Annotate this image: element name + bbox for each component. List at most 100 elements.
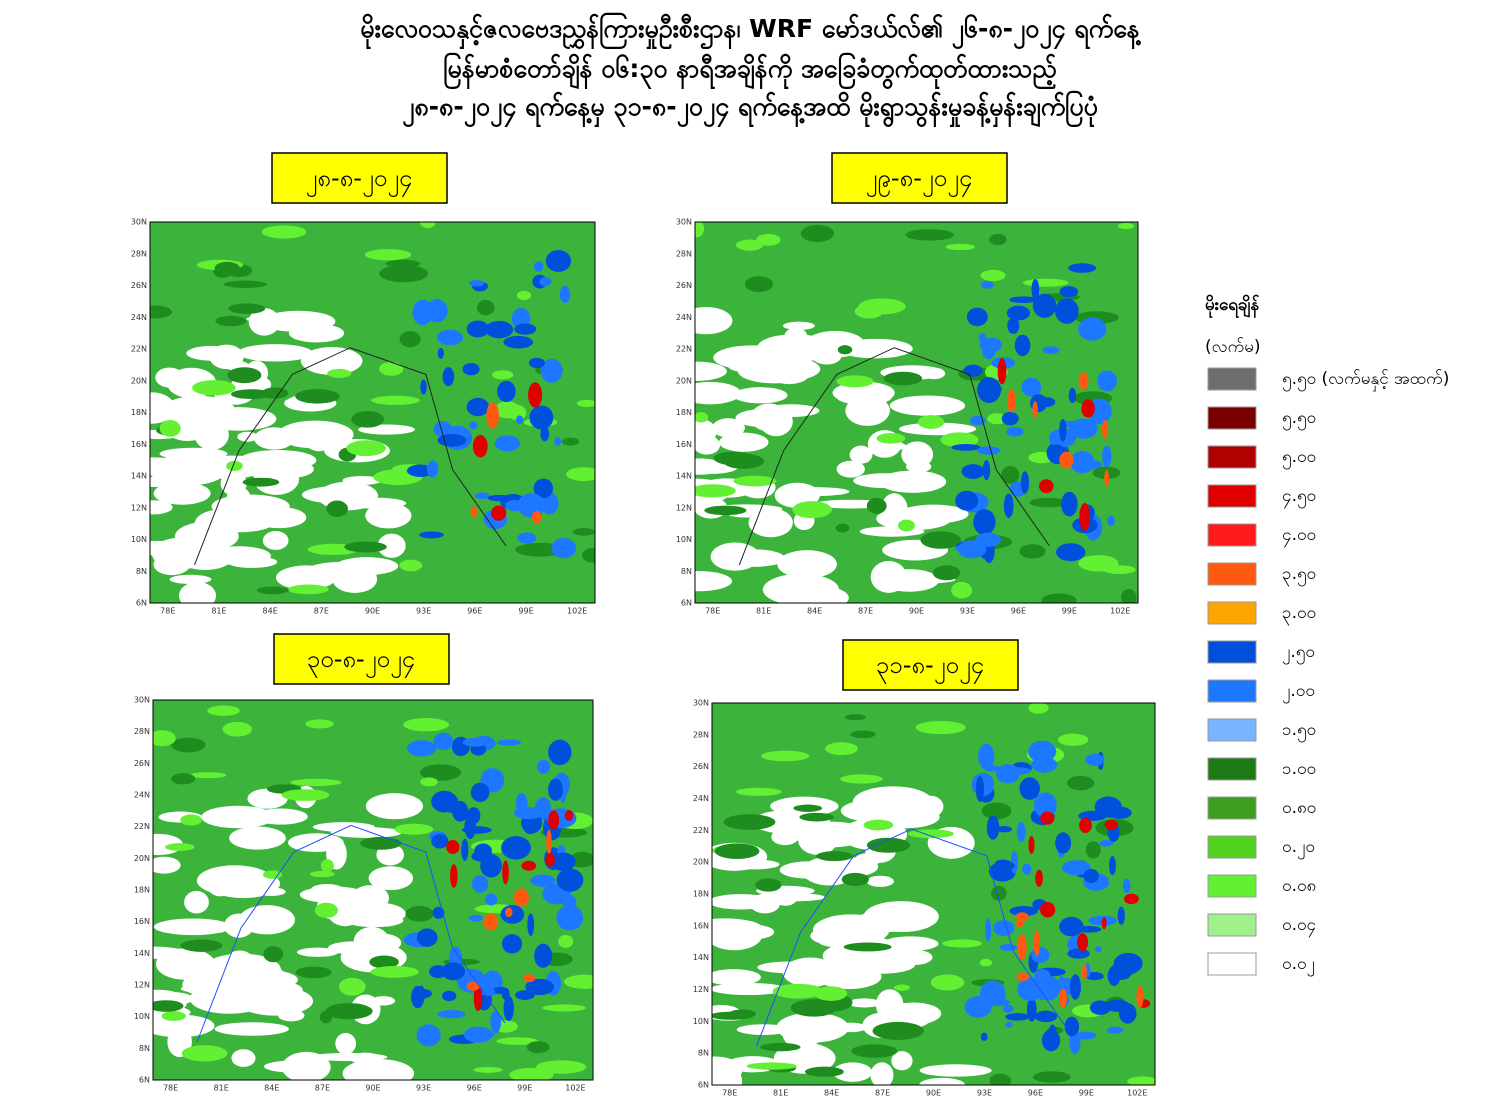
light-rain (371, 395, 420, 405)
light-rain (214, 261, 240, 275)
heavy-rain (980, 281, 994, 289)
heavy-rain (951, 443, 981, 451)
very-heavy-rain (1028, 835, 1035, 855)
heavy-rain (431, 790, 458, 813)
lat-label: 30N (676, 218, 692, 227)
heavy-rain (437, 434, 467, 447)
light-rain (893, 984, 910, 991)
coastline (196, 824, 506, 1043)
title-line: မြန်မာစံတော်ချိန် ၀၆:၃၀ နာရီအချိန်ကို အခ… (443, 53, 1056, 89)
lat-label: 16N (676, 440, 692, 449)
heavy-rain (469, 280, 485, 287)
heavy-rain (441, 962, 466, 981)
lat-label: 16N (134, 917, 150, 926)
light-rain (338, 977, 366, 996)
lon-label: 81E (756, 607, 771, 616)
heavy-rain (537, 759, 550, 775)
light-rain (866, 837, 911, 853)
heavy-rain (1122, 878, 1131, 893)
light-rain (835, 523, 850, 533)
light-rain (1032, 1071, 1071, 1083)
heavy-rain (550, 852, 576, 872)
heavy-rain (1094, 946, 1102, 953)
dry-area (919, 1077, 965, 1085)
dry-area (182, 971, 247, 998)
lat-label: 12N (131, 503, 147, 512)
lat-label: 24N (693, 794, 709, 803)
light-rain (295, 966, 332, 979)
light-rain (989, 233, 1007, 246)
dry-area (777, 550, 837, 579)
heavy-rain (471, 1030, 495, 1039)
lat-label: 26N (676, 281, 692, 290)
heavy-rain (426, 299, 448, 323)
dry-area (891, 1051, 913, 1071)
heavy-rain (1032, 293, 1057, 318)
dry-area (886, 1002, 942, 1025)
dry-area (816, 964, 882, 990)
heavy-rain (416, 928, 438, 947)
very-heavy-rain (446, 840, 460, 855)
light-rain (305, 719, 334, 729)
light-rain (843, 942, 892, 952)
very-heavy-rain (1079, 502, 1091, 531)
dry-area (695, 381, 741, 405)
light-rain (494, 401, 520, 419)
light-rain (566, 467, 595, 482)
dry-area (866, 875, 894, 887)
light-rain (980, 269, 1006, 282)
light-rain (379, 264, 429, 283)
dry-area (335, 1032, 357, 1055)
light-rain (850, 730, 876, 739)
dry-area (150, 540, 197, 556)
dry-area (771, 828, 799, 846)
very-heavy-rain (1015, 912, 1029, 922)
lat-label: 6N (139, 1076, 150, 1085)
heavy-rain (1034, 794, 1048, 810)
dry-area (923, 367, 946, 380)
dry-area (300, 347, 363, 375)
heavy-rain (474, 492, 490, 500)
very-heavy-rain (1039, 479, 1054, 494)
heavy-rain (545, 249, 572, 273)
light-rain (940, 432, 979, 448)
lat-label: 6N (698, 1081, 709, 1090)
dry-area (237, 431, 258, 442)
light-rain (695, 484, 736, 498)
dry-area (237, 344, 313, 362)
light-rain (325, 1003, 373, 1020)
light-rain (476, 299, 495, 316)
title-line: မိုးလေဝသနှင့်ဇလဗေဒညွှန်ကြားမှုဦးစီးဌာန၊ … (360, 13, 1141, 49)
heavy-rain (1099, 839, 1114, 847)
dry-area (727, 549, 784, 567)
very-heavy-rain (1035, 869, 1043, 887)
lon-label: 99E (517, 1084, 532, 1093)
light-rain (385, 259, 421, 268)
very-heavy-rain (466, 981, 480, 991)
lat-label: 24N (134, 791, 150, 800)
lon-label: 78E (722, 1089, 737, 1098)
light-rain (744, 276, 774, 293)
very-heavy-rain (1104, 819, 1119, 830)
legend-label: ၅.၅၀ (လက်မနှင့် အထက်) (1282, 369, 1449, 392)
heavy-rain (431, 834, 449, 849)
heavy-rain (1083, 869, 1099, 883)
light-rain (991, 885, 1007, 901)
dry-area (260, 310, 336, 332)
heavy-rain (982, 460, 991, 481)
dry-area (901, 441, 934, 468)
dry-area (776, 1012, 849, 1043)
legend-swatch (1207, 601, 1257, 625)
dry-area (225, 486, 252, 519)
lon-label: 102E (1127, 1089, 1147, 1098)
very-heavy-rain (531, 510, 542, 524)
legend-swatch (1207, 562, 1257, 586)
legend-label: ၀.၈၀ (1282, 798, 1316, 818)
lat-label: 6N (136, 599, 147, 608)
dry-area (748, 508, 793, 538)
heavy-rain (1076, 1031, 1097, 1040)
very-heavy-rain (522, 974, 536, 983)
light-rain (419, 764, 462, 781)
light-rain (930, 974, 965, 991)
dry-area (153, 918, 232, 936)
